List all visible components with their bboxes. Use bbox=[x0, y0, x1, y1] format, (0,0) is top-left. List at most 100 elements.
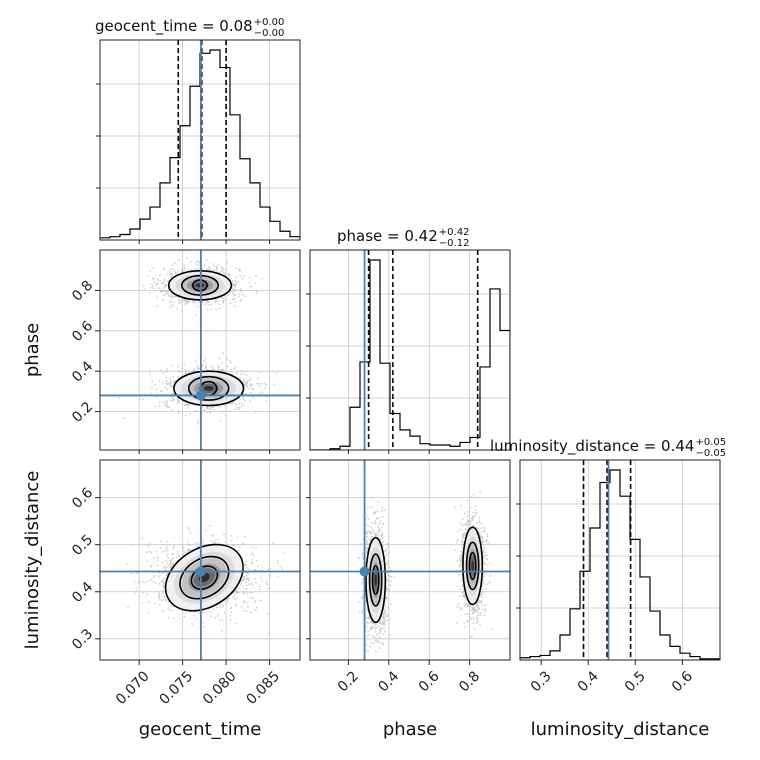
scatter-point bbox=[393, 576, 396, 579]
scatter-point bbox=[201, 301, 204, 303]
scatter-point bbox=[248, 583, 251, 586]
scatter-point bbox=[135, 572, 138, 575]
scatter-point bbox=[281, 567, 284, 570]
scatter-point bbox=[482, 543, 485, 546]
scatter-point bbox=[226, 261, 229, 264]
scatter-point bbox=[383, 627, 386, 630]
scatter-point bbox=[232, 292, 234, 294]
scatter-point bbox=[250, 391, 252, 394]
scatter-point bbox=[168, 564, 171, 567]
scatter-point bbox=[159, 287, 162, 290]
scatter-point bbox=[176, 272, 179, 275]
scatter-point bbox=[366, 624, 369, 627]
scatter-point bbox=[366, 635, 369, 638]
scatter-point bbox=[178, 299, 181, 301]
scatter-point bbox=[488, 562, 491, 565]
scatter-point bbox=[388, 589, 391, 591]
scatter-point bbox=[382, 618, 385, 621]
scatter-point bbox=[160, 596, 163, 598]
scatter-point bbox=[221, 362, 223, 365]
scatter-point bbox=[242, 372, 245, 374]
scatter-point bbox=[390, 568, 392, 571]
scatter-point bbox=[256, 606, 258, 609]
scatter-point bbox=[242, 275, 245, 277]
scatter-point bbox=[165, 404, 167, 407]
scatter-point bbox=[171, 385, 174, 388]
scatter-point bbox=[118, 396, 121, 399]
scatter-point bbox=[244, 588, 247, 590]
scatter-point bbox=[373, 511, 376, 514]
scatter-point bbox=[177, 409, 180, 412]
scatter-point bbox=[182, 270, 185, 273]
scatter-point bbox=[229, 359, 231, 362]
scatter-point bbox=[384, 600, 387, 603]
scatter-point bbox=[470, 506, 473, 509]
scatter-point bbox=[146, 593, 149, 596]
scatter-point bbox=[185, 372, 188, 375]
scatter-point bbox=[382, 523, 385, 526]
scatter-point bbox=[231, 298, 234, 301]
scatter-point bbox=[382, 622, 384, 624]
scatter-point bbox=[254, 608, 257, 611]
scatter-point bbox=[169, 566, 172, 569]
scatter-point bbox=[231, 284, 234, 286]
scatter-point bbox=[366, 547, 369, 550]
scatter-point bbox=[247, 568, 250, 571]
scatter-point bbox=[357, 556, 360, 559]
contour-level-luminosity_distance_vs_geocent_time-0-1 bbox=[179, 555, 230, 600]
scatter-point bbox=[228, 273, 231, 275]
scatter-point bbox=[246, 576, 249, 579]
scatter-point bbox=[374, 636, 376, 639]
scatter-point bbox=[213, 269, 215, 272]
scatter-point bbox=[169, 377, 172, 380]
scatter-point bbox=[255, 546, 258, 549]
scatter-point bbox=[178, 259, 181, 261]
scatter-point bbox=[173, 379, 176, 382]
scatter-point bbox=[164, 290, 167, 292]
scatter-point bbox=[390, 579, 392, 582]
scatter-point bbox=[370, 522, 373, 524]
scatter-point bbox=[188, 549, 190, 552]
scatter-point bbox=[198, 267, 201, 270]
scatter-point bbox=[163, 565, 166, 567]
scatter-point bbox=[170, 409, 173, 411]
scatter-point bbox=[368, 617, 370, 619]
scatter-point bbox=[251, 584, 254, 586]
scatter-point bbox=[187, 547, 190, 550]
scatter-point bbox=[161, 381, 164, 384]
scatter-point bbox=[163, 595, 166, 598]
scatter-point bbox=[380, 537, 382, 540]
scatter-point bbox=[174, 271, 177, 274]
scatter-point bbox=[204, 409, 207, 411]
scatter-point bbox=[147, 580, 150, 582]
scatter-point bbox=[365, 626, 367, 629]
scatter-point bbox=[376, 639, 379, 642]
scatter-point bbox=[168, 300, 171, 303]
scatter-point bbox=[378, 647, 381, 649]
scatter-point bbox=[167, 556, 170, 559]
scatter-point bbox=[167, 607, 170, 610]
scatter-point bbox=[149, 373, 152, 376]
scatter-point bbox=[165, 376, 167, 379]
scatter-point bbox=[215, 605, 218, 608]
scatter-point bbox=[159, 279, 162, 282]
scatter-point bbox=[228, 274, 231, 277]
scatter-point bbox=[131, 544, 134, 546]
scatter-point bbox=[255, 275, 257, 278]
scatter-point bbox=[161, 282, 163, 285]
scatter-point bbox=[376, 530, 379, 532]
scatter-point bbox=[209, 524, 211, 527]
scatter-point bbox=[477, 604, 480, 607]
scatter-point bbox=[152, 266, 154, 269]
scatter-point bbox=[249, 376, 252, 379]
scatter-point bbox=[234, 284, 237, 287]
scatter-point bbox=[373, 625, 376, 627]
scatter-point bbox=[482, 539, 484, 542]
scatter-point bbox=[240, 581, 243, 584]
scatter-point bbox=[261, 391, 263, 394]
scatter-point bbox=[171, 397, 173, 400]
scatter-point bbox=[234, 288, 237, 291]
scatter-point bbox=[210, 308, 213, 311]
scatter-point bbox=[171, 297, 174, 299]
scatter-point bbox=[158, 603, 161, 606]
